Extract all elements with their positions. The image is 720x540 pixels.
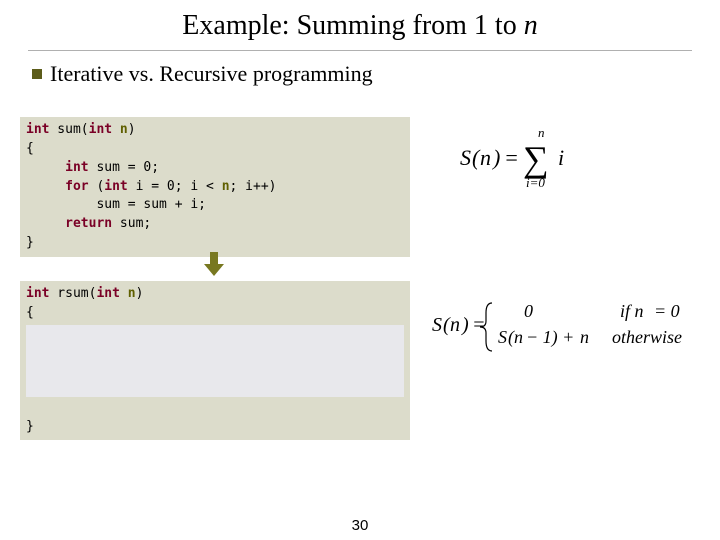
svg-text:0: 0 bbox=[524, 301, 533, 321]
svg-text:n: n bbox=[480, 145, 491, 170]
bullet-text: Iterative vs. Recursive programming bbox=[50, 61, 373, 87]
svg-text:− 1) +: − 1) + bbox=[526, 327, 574, 348]
svg-text:=: = bbox=[472, 314, 486, 336]
svg-text:= 0: = 0 bbox=[654, 301, 680, 321]
bullet-line: Iterative vs. Recursive programming bbox=[0, 61, 720, 87]
code-blank-region bbox=[26, 325, 404, 397]
svg-text:n: n bbox=[514, 327, 523, 347]
formula-sum: S ( n ) = n ∑ i=0 i bbox=[460, 127, 610, 196]
svg-text:if n: if n bbox=[620, 301, 644, 321]
code-block-recursive: int rsum(int n) { } bbox=[20, 281, 410, 440]
formula-piecewise: S ( n ) = 0 if n = 0 S ( n − 1) + n othe… bbox=[432, 297, 712, 362]
svg-text:=: = bbox=[504, 145, 519, 170]
svg-text:i=0: i=0 bbox=[526, 175, 545, 190]
title-var: n bbox=[524, 10, 538, 41]
bullet-square-icon bbox=[32, 69, 42, 79]
svg-text:n: n bbox=[580, 327, 589, 347]
svg-text:): ) bbox=[491, 145, 500, 170]
title-rule bbox=[28, 50, 692, 51]
svg-text:otherwise: otherwise bbox=[612, 327, 682, 347]
svg-text:): ) bbox=[461, 314, 469, 336]
title-prefix: Example: Summing from 1 to bbox=[182, 10, 523, 41]
svg-text:S: S bbox=[432, 314, 442, 336]
arrow-down-icon bbox=[200, 250, 228, 283]
slide-title: Example: Summing from 1 to n bbox=[0, 0, 720, 50]
svg-text:∑: ∑ bbox=[523, 139, 549, 179]
page-number: 30 bbox=[0, 517, 720, 534]
svg-text:i: i bbox=[558, 145, 564, 170]
svg-text:S: S bbox=[460, 145, 471, 170]
code-block-iterative: int sum(int n) { int sum = 0; for (int i… bbox=[20, 117, 410, 257]
svg-text:n: n bbox=[450, 314, 460, 336]
svg-text:S: S bbox=[498, 327, 507, 347]
